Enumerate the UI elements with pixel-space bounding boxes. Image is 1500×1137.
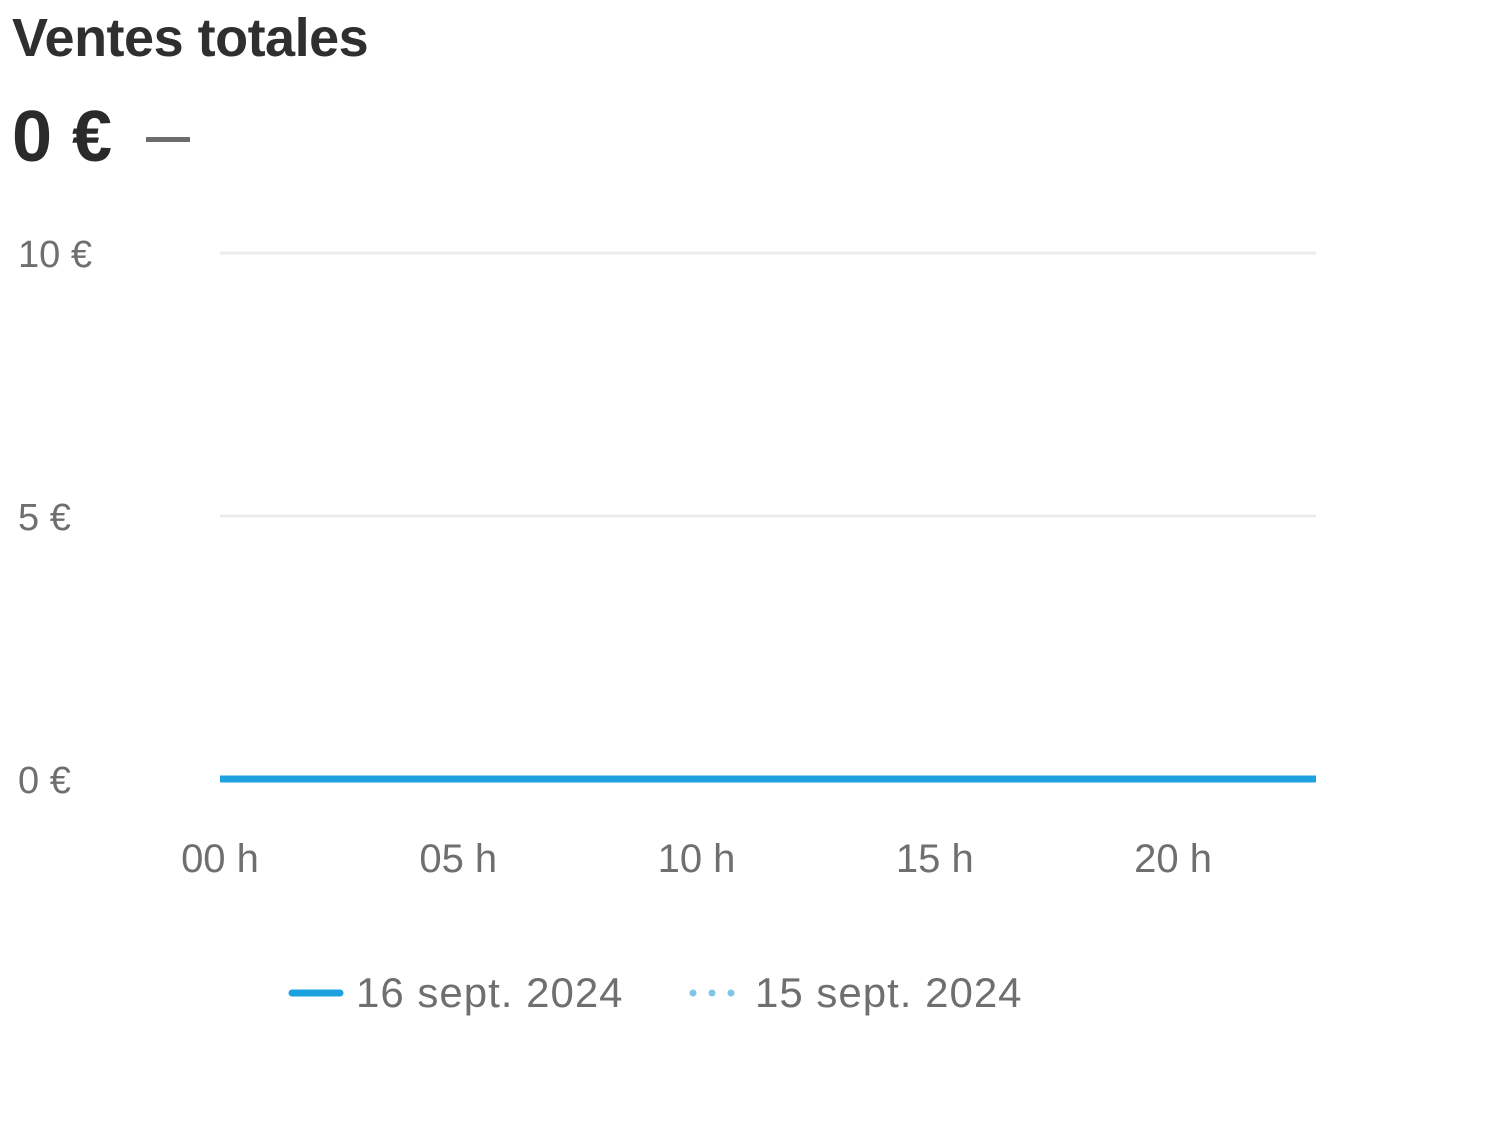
y-tick-label: 0 € <box>18 760 71 802</box>
x-tick-label: 15 h <box>896 837 974 881</box>
x-tick-layer: 00 h 05 h 10 h 15 h 20 h <box>181 837 1212 881</box>
legend-marker-dot <box>708 989 716 997</box>
x-tick-label: 05 h <box>419 837 497 881</box>
legend-item[interactable]: 15 sept. 2024 <box>689 969 1023 1016</box>
grid-layer <box>220 251 1316 518</box>
total-value: 0 € <box>12 97 113 177</box>
legend-layer: 16 sept. 2024 15 sept. 2024 <box>288 969 1023 1016</box>
x-tick-label: 00 h <box>181 837 259 881</box>
legend-label: 15 sept. 2024 <box>755 969 1023 1016</box>
legend-item[interactable]: 16 sept. 2024 <box>288 969 624 1016</box>
legend-marker-dot <box>727 989 735 997</box>
y-tick-label: 5 € <box>18 497 71 539</box>
legend-marker-dot <box>689 989 697 997</box>
change-indicator <box>146 136 191 142</box>
legend-label: 16 sept. 2024 <box>356 969 624 1016</box>
x-tick-label: 20 h <box>1134 837 1212 881</box>
chart-title: Ventes totales <box>12 8 369 68</box>
y-tick-layer: 10 € 5 € 0 € <box>18 234 92 802</box>
x-tick-label: 10 h <box>658 837 736 881</box>
y-tick-label: 10 € <box>18 234 92 276</box>
total-summary: 0 € <box>12 92 191 182</box>
